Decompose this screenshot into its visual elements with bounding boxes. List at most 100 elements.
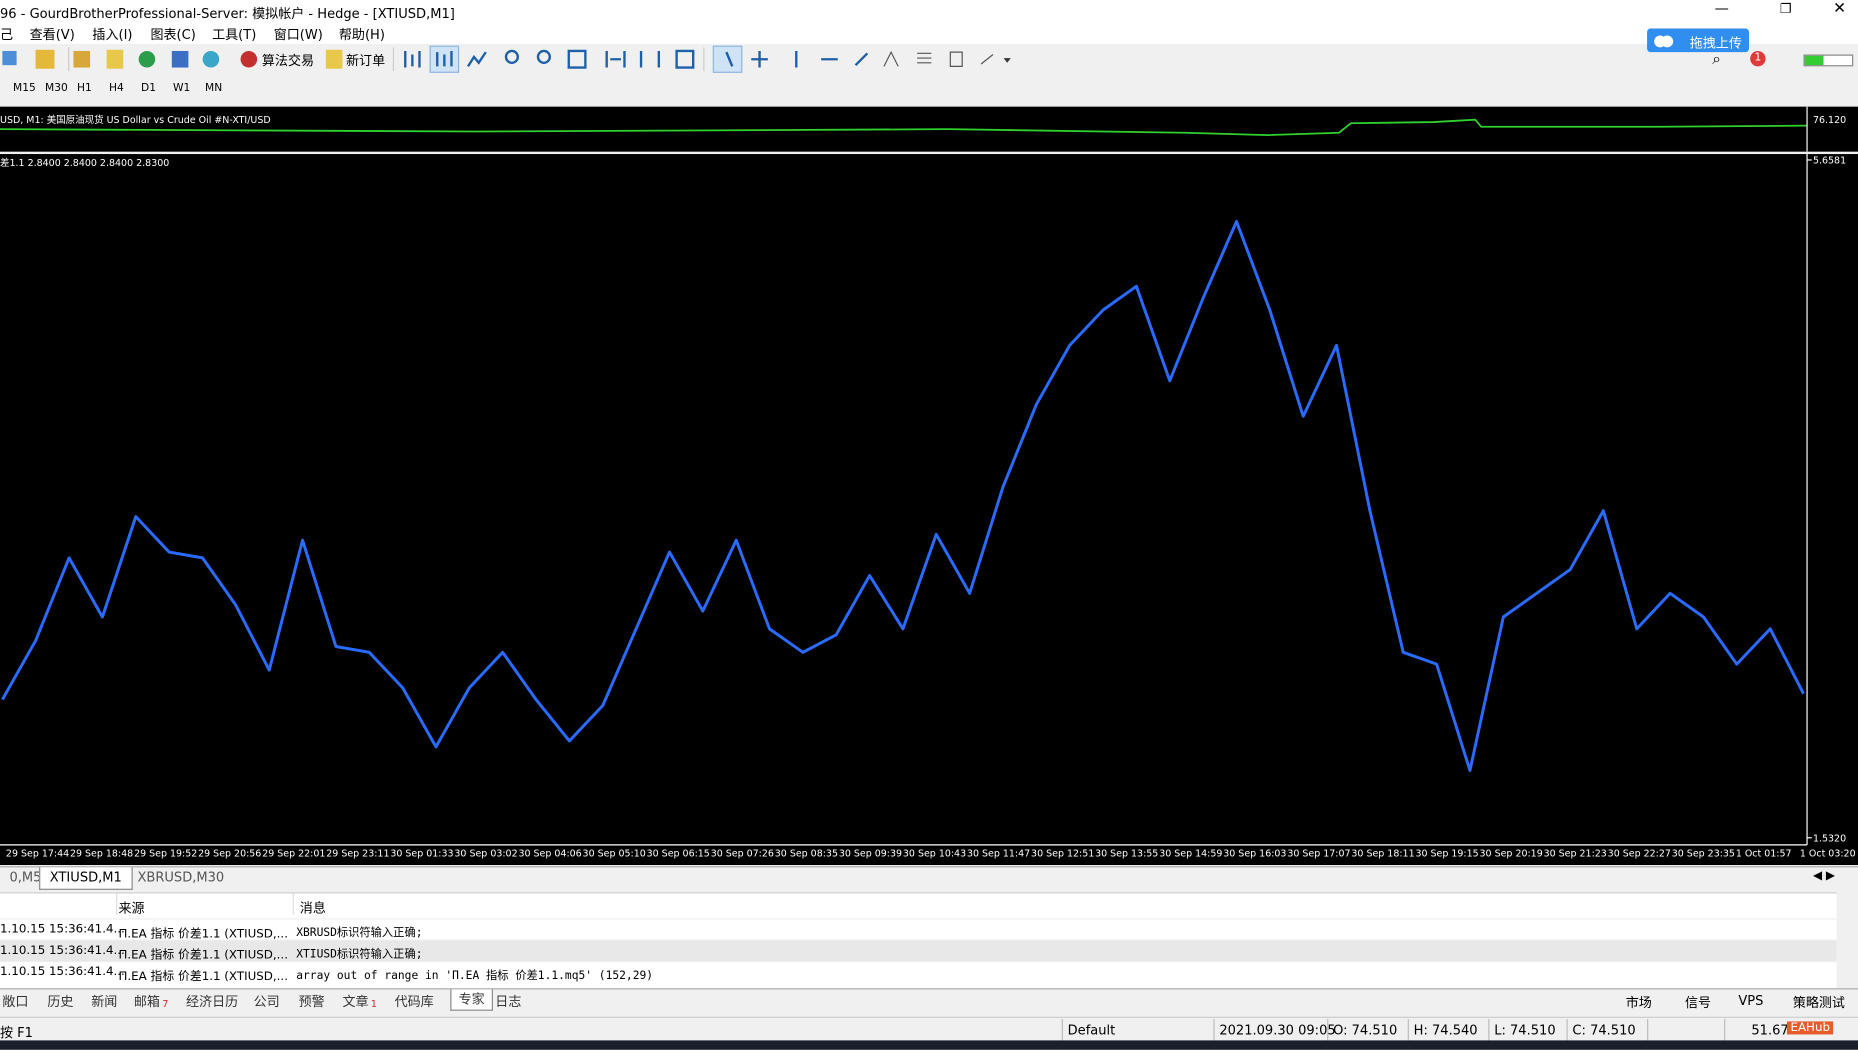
status-divider [1647,1019,1649,1041]
x-tick-label: 30 Sep 11:47 [967,849,1030,860]
x-tick-label: 1 Oct 01:57 [1736,849,1792,860]
x-tick-label: 30 Sep 01:33 [390,849,453,860]
log-cell: 1.10.15 15:36:41.4... [0,923,125,937]
taskbar [0,1040,1858,1050]
log-cell: П.EA 指标 价差1.1 (XTIUSD,... [118,927,288,941]
column-divider [116,893,118,915]
x-tick-label: 1 Oct 03:20 [1800,849,1856,860]
toolbar-icons [2,45,1011,73]
x-tick-label: 30 Sep 23:35 [1672,849,1735,860]
status-divider [1327,1019,1329,1041]
status-divider [1407,1019,1409,1041]
log-panel: 来源 消息 1.10.15 15:36:41.4... П.EA 指标 价差1.1 (… [0,892,1837,989]
status-close: C: 74.510 [1572,1022,1636,1039]
toolbox-tab[interactable]: 专家 [450,989,493,1011]
log-cell: П.EA 指标 价差1.1 (XTIUSD,... [118,949,288,963]
chart-tab[interactable]: 0,M5 [9,869,42,886]
log-cell: XTIUSD标识符输入正确; [296,947,423,961]
toolbox-tab[interactable]: 敞口 [2,994,29,1010]
log-cell: XBRUSD标识符输入正确; [296,926,423,940]
tab-badge: 7 [162,998,169,1010]
price-line [1,219,1805,772]
chart-tab[interactable]: XTIUSD,M1 [39,867,133,890]
log-row [0,918,1837,941]
menu-item[interactable]: 查看(V) [29,27,75,43]
x-tick-label: 29 Sep 17:44 [6,849,69,860]
x-tick-label: 30 Sep 07:26 [711,849,774,860]
algo-trading-button[interactable]: 算法交易 [261,53,315,69]
toolbox-tab[interactable]: 邮箱 [133,994,160,1010]
timeframe-button[interactable]: D1 [141,82,157,95]
upload-button[interactable] [1647,28,1749,53]
timeframe-button[interactable]: MN [204,82,223,95]
watermark: EAHub [1786,1021,1834,1035]
log-row [0,939,1837,963]
status-help: 按 F1 [0,1024,33,1041]
timeframe-button[interactable]: H1 [77,82,92,95]
toolbox-button[interactable]: 策略测试 [1792,995,1845,1011]
title-bar [0,0,1858,22]
menu-item[interactable]: 插入(I) [92,27,133,43]
close-button[interactable]: ✕ [1833,0,1847,18]
x-tick-label: 29 Sep 22:01 [262,849,325,860]
menu-bar: 己查看(V) 插入(I) 图表(C) 工具(T) 窗口(W) 帮助(H) [0,21,1858,44]
toolbox-button[interactable]: 信号 [1684,995,1712,1011]
toolbox-tab[interactable]: 日志 [495,994,522,1010]
toolbox-tab[interactable]: 经济日历 [186,994,239,1010]
toolbar: 算法交易 新订单 [0,45,1019,75]
column-header: 消息 [299,900,326,916]
timeframe-button[interactable]: M30 [45,82,68,95]
log-cell: П.EA 指标 价差1.1 (XTIUSD,... [118,970,288,984]
status-divider [1566,1019,1568,1041]
x-tick-label: 30 Sep 06:15 [647,849,710,860]
status-low: L: 74.510 [1494,1022,1556,1039]
x-tick-label: 30 Sep 21:23 [1544,849,1607,860]
level-bar [1803,54,1854,67]
toolbox-tab[interactable]: 预警 [298,994,325,1010]
status-profile: Default [1067,1022,1116,1039]
log-cell: 1.10.15 15:36:41.4... [0,965,125,979]
toolbox-tab[interactable]: 公司 [253,994,280,1010]
timeframe-button[interactable]: W1 [173,82,191,95]
toolbox-tab[interactable]: 代码库 [394,994,434,1010]
chart-tabs: 0,M5 XTIUSD,M1 XBRUSD,M30 [0,866,1858,892]
menu-item[interactable]: 图表(C) [150,27,196,43]
indicator-line [0,106,1808,152]
column-header: 来源 [118,900,145,916]
log-scrollbar[interactable] [1836,892,1858,988]
y-tick-label: 1.5320 [1813,833,1846,844]
menu-item[interactable]: 工具(T) [212,27,257,43]
toolbox-tab[interactable]: 新闻 [91,994,118,1010]
log-cell: array out of range in 'П.EA 指标 价差1.1.mq5… [296,969,654,983]
menu-item[interactable]: 帮助(H) [338,27,385,43]
x-tick-label: 30 Sep 04:06 [518,849,581,860]
x-tick-label: 29 Sep 23:11 [326,849,389,860]
menu-item[interactable]: 窗口(W) [273,27,323,43]
x-tick-label: 30 Sep 03:02 [454,849,517,860]
new-order-button[interactable]: 新订单 [346,53,386,69]
x-tick-label: 30 Sep 22:27 [1608,849,1671,860]
toolbox-button[interactable]: 市场 [1625,995,1652,1011]
toolbox-button[interactable]: VPS [1738,992,1764,1009]
timeframe-button[interactable]: H4 [109,82,124,95]
status-divider [1724,1019,1726,1041]
x-tick-label: 29 Sep 19:52 [134,849,197,860]
maximize-button[interactable]: ❐ [1779,1,1792,17]
timeframe-button[interactable]: M15 [13,82,36,95]
chart-tab[interactable]: XBRUSD,M30 [137,869,225,886]
minimize-button[interactable]: — [1714,0,1729,17]
x-tick-label: 30 Sep 10:43 [903,849,966,860]
indicator-value: 76.120 [1812,114,1847,126]
search-icon[interactable]: ⌕ [1712,50,1721,69]
x-tick-label: 30 Sep 19:15 [1415,849,1478,860]
log-row [0,960,1837,984]
tab-scroll[interactable]: ◀ ▶ [1812,869,1835,883]
toolbox-tab[interactable]: 历史 [47,994,74,1010]
notification-badge[interactable]: 1 [1750,50,1766,67]
toolbox-tab[interactable]: 文章 [342,994,369,1010]
x-tick-label: 30 Sep 16:03 [1223,849,1286,860]
chart-window [0,154,1858,866]
menu-item[interactable]: 己 [0,27,14,43]
x-tick-label: 30 Sep 13:55 [1095,849,1158,860]
